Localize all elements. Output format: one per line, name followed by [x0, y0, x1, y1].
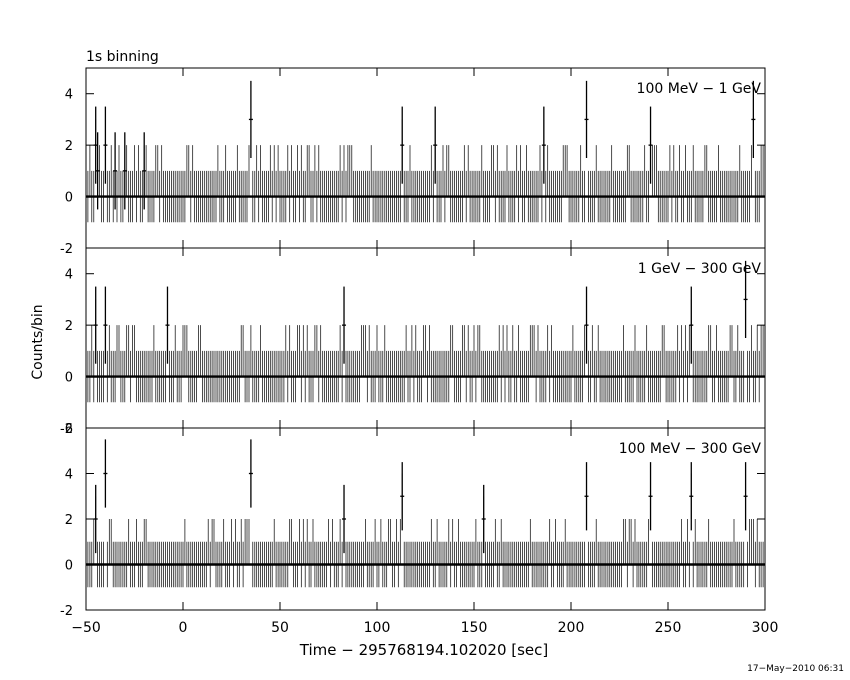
panel-2: -2 0 2 4 1 GeV − 300 GeV — [60, 247, 766, 437]
panel-3-error-bars — [85, 450, 764, 588]
panel-1-band-label: 100 MeV − 1 GeV — [637, 81, 762, 97]
y-tick-label: 4 — [65, 88, 73, 103]
y-tick-label: 2 — [65, 139, 73, 154]
y-tick-label: 0 — [65, 559, 73, 574]
x-tick-label: 150 — [461, 620, 488, 636]
x-tick-labels: −50 0 50 100 150 200 250 300 — [71, 620, 778, 636]
x-tick-label: −50 — [71, 620, 101, 636]
y-tick-label: -2 — [60, 604, 73, 619]
panel-1: -2 0 2 4 100 MeV − 1 GeV — [60, 67, 766, 257]
x-tick-label: 50 — [271, 620, 289, 636]
panel-3: -2 0 2 4 6 100 MeV − 300 GeV — [60, 422, 766, 619]
y-tick-label: 0 — [65, 191, 73, 206]
y-tick-label: 2 — [65, 513, 73, 528]
y-tick-label: 6 — [65, 422, 73, 437]
y-axis-label: Counts/bin — [30, 304, 46, 379]
y-tick-label: -2 — [60, 242, 73, 257]
y-tick-label: 4 — [65, 468, 73, 483]
panels-group: -2 0 2 4 100 MeV − 1 GeV -2 0 2 4 1 GeV − 300 GeV… — [60, 67, 766, 619]
panel-2-error-bars — [85, 273, 764, 403]
y-tick-label: 4 — [65, 268, 73, 283]
y-tick-label: 2 — [65, 319, 73, 334]
y-tick-label: -2 — [60, 422, 73, 437]
panel-3-band-label: 100 MeV − 300 GeV — [619, 441, 762, 457]
panel-2-band-label: 1 GeV − 300 GeV — [638, 261, 762, 277]
chart-title: 1s binning — [86, 49, 159, 65]
x-tick-label: 0 — [179, 620, 188, 636]
x-tick-label: 300 — [752, 620, 779, 636]
y-tick-label: 0 — [65, 371, 73, 386]
timestamp: 17−May−2010 06:31 — [747, 664, 844, 674]
x-tick-label: 200 — [558, 620, 585, 636]
x-axis-label: Time − 295768194.102020 [sec] — [299, 641, 549, 659]
x-tick-label: 100 — [364, 620, 391, 636]
x-tick-label: 250 — [655, 620, 682, 636]
panel-1-error-bars — [85, 93, 764, 223]
